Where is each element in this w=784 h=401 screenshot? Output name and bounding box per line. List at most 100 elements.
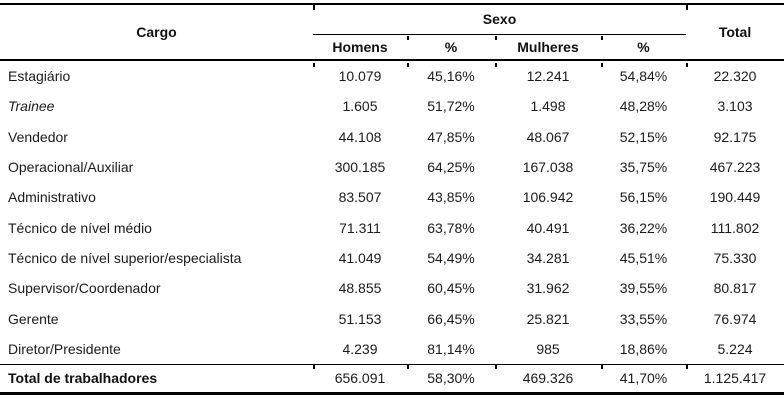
- cell-total: 76.974: [713, 310, 757, 327]
- col-header-cargo: Cargo: [0, 4, 313, 61]
- cell-homens: 41.049: [338, 249, 382, 266]
- col-group-header-sexo: Sexo: [313, 4, 687, 35]
- column-boundary-tick: [601, 63, 603, 67]
- column-boundary-tick: [407, 36, 409, 40]
- header-row-group: Cargo Sexo Total: [0, 4, 784, 61]
- table-body: Estagiário 10.079 45,16% 12.241 54,84% 2…: [0, 60, 784, 364]
- cell-mulheres: 985: [536, 340, 560, 357]
- table-row: Administrativo 83.507 43,85% 106.942 56,…: [0, 182, 784, 212]
- column-boundary-tick: [601, 36, 603, 40]
- cell-total: 80.817: [713, 280, 757, 297]
- cell-pct-mulheres: 52,15%: [619, 128, 668, 145]
- cell-homens: 48.855: [338, 280, 382, 297]
- table-row: Gerente 51.153 66,45% 25.821 33,55% 76.9…: [0, 303, 784, 333]
- cell-homens: 4.239: [342, 340, 378, 357]
- cell-total: 467.223: [709, 159, 761, 176]
- table-row: Técnico de nível médio 71.311 63,78% 40.…: [0, 212, 784, 242]
- cell-mulheres: 40.491: [526, 219, 570, 236]
- column-boundary-tick: [686, 63, 688, 67]
- cell-pct-homens: 60,45%: [427, 280, 475, 297]
- column-boundary-tick: [495, 36, 497, 40]
- cell-pct-mulheres: 45,51%: [619, 249, 668, 266]
- cell-pct-mulheres: 54,84%: [619, 68, 668, 85]
- cell-cargo: Diretor/Presidente: [8, 340, 121, 357]
- cell-cargo: Operacional/Auxiliar: [8, 159, 134, 176]
- cell-total: 111.802: [710, 219, 760, 236]
- table-row: Supervisor/Coordenador 48.855 60,45% 31.…: [0, 273, 784, 303]
- col-header-pct-mulheres: %: [601, 34, 687, 61]
- col-header-pct-homens: %: [407, 34, 495, 61]
- cell-pct-mulheres: 56,15%: [619, 189, 668, 206]
- cell-mulheres: 34.281: [526, 249, 570, 266]
- column-boundary-tick: [313, 63, 315, 67]
- table-row: Operacional/Auxiliar 300.185 64,25% 167.…: [0, 152, 784, 182]
- column-boundary-tick: [686, 5, 688, 10]
- cell-cargo: Supervisor/Coordenador: [8, 280, 161, 297]
- column-boundary-tick: [313, 5, 315, 10]
- cell-cargo: Trainee: [8, 98, 55, 115]
- cell-total: 75.330: [713, 249, 757, 266]
- cell-total: 190.449: [709, 189, 761, 206]
- cell-cargo: Administrativo: [8, 189, 96, 206]
- cell-mulheres: 1.498: [530, 98, 566, 115]
- cell-total: 5.224: [717, 340, 753, 357]
- cell-cargo: Técnico de nível superior/especialista: [8, 249, 242, 266]
- cell-pct-homens: 66,45%: [427, 310, 475, 327]
- cell-total: 92.175: [713, 128, 757, 145]
- column-boundary-tick: [601, 365, 603, 369]
- column-boundary-tick: [686, 365, 688, 369]
- total-cell-pct-mulheres: 41,70%: [601, 363, 687, 394]
- cell-pct-homens: 63,78%: [427, 219, 475, 236]
- cell-pct-homens: 51,72%: [427, 98, 475, 115]
- table-row: Trainee 1.605 51,72% 1.498 48,28% 3.103: [0, 91, 784, 121]
- cell-mulheres: 48.067: [526, 128, 570, 145]
- total-row-label: Total de trabalhadores: [0, 363, 313, 394]
- cell-homens: 51.153: [338, 310, 382, 327]
- cell-pct-mulheres: 48,28%: [619, 98, 668, 115]
- col-header-total: Total: [686, 4, 784, 61]
- cell-total: 3.103: [717, 98, 753, 115]
- cell-homens: 83.507: [338, 189, 382, 206]
- workers-by-cargo-and-sexo-table: Cargo Sexo Total Homens % Mulheres % Est…: [0, 3, 784, 395]
- cell-homens: 71.311: [339, 219, 381, 236]
- table-row: Técnico de nível superior/especialista 4…: [0, 243, 784, 273]
- cell-mulheres: 167.038: [522, 159, 574, 176]
- total-cell-total: 1.125.417: [686, 363, 784, 394]
- cell-pct-mulheres: 18,86%: [619, 340, 668, 357]
- col-header-homens: Homens: [313, 34, 407, 61]
- table-row: Vendedor 44.108 47,85% 48.067 52,15% 92.…: [0, 122, 784, 152]
- col-header-mulheres: Mulheres: [495, 34, 601, 61]
- cell-pct-homens: 64,25%: [427, 159, 475, 176]
- table-footer: Total de trabalhadores 656.091 58,30% 46…: [0, 363, 784, 394]
- total-cell-mulheres: 469.326: [495, 363, 601, 394]
- cell-homens: 10.079: [338, 68, 382, 85]
- header-row-sub: Homens % Mulheres %: [0, 34, 784, 61]
- cell-pct-homens: 81,14%: [427, 340, 475, 357]
- cell-pct-homens: 54,49%: [427, 249, 475, 266]
- cell-mulheres: 12.241: [526, 68, 570, 85]
- cell-pct-homens: 47,85%: [427, 128, 475, 145]
- cell-pct-homens: 45,16%: [427, 68, 475, 85]
- column-boundary-tick: [407, 63, 409, 67]
- column-boundary-tick: [407, 365, 409, 369]
- total-cell-homens: 656.091: [313, 363, 407, 394]
- cell-pct-mulheres: 36,22%: [619, 219, 668, 236]
- cell-pct-mulheres: 35,75%: [619, 159, 668, 176]
- total-row: Total de trabalhadores 656.091 58,30% 46…: [0, 363, 784, 394]
- cell-pct-mulheres: 39,55%: [619, 280, 668, 297]
- table-row: Diretor/Presidente 4.239 81,14% 985 18,8…: [0, 334, 784, 365]
- cell-homens: 1.605: [342, 98, 378, 115]
- cell-mulheres: 106.942: [522, 189, 574, 206]
- cell-pct-mulheres: 33,55%: [619, 310, 668, 327]
- table-row: Estagiário 10.079 45,16% 12.241 54,84% 2…: [0, 60, 784, 91]
- column-boundary-tick: [495, 365, 497, 369]
- cell-cargo: Estagiário: [8, 68, 71, 85]
- cell-mulheres: 25.821: [526, 310, 570, 327]
- cell-cargo: Vendedor: [8, 128, 68, 145]
- total-cell-pct-homens: 58,30%: [407, 363, 495, 394]
- cell-homens: 44.108: [338, 128, 382, 145]
- cell-cargo: Gerente: [8, 310, 59, 327]
- cell-homens: 300.185: [334, 159, 386, 176]
- cell-cargo: Técnico de nível médio: [8, 219, 152, 236]
